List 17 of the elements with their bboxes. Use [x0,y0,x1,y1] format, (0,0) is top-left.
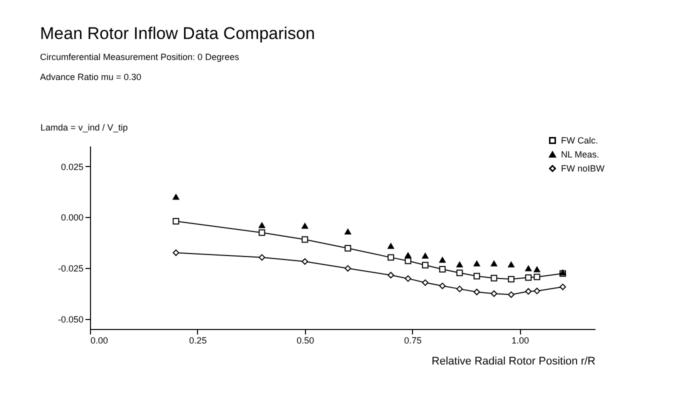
y-tick-label: 0.000 [60,212,84,223]
y-tick-label: 0.025 [60,162,84,172]
legend-label: NL Meas. [561,150,600,160]
y-tick-label: -0.025 [58,264,84,274]
x-tick-label: 0.00 [90,336,108,346]
x-tick-label: 1.00 [512,336,530,346]
y-axis-title: Lamda = v_ind / V_tip [40,122,128,132]
x-axis-title: Relative Radial Rotor Position r/R [432,356,596,368]
y-tick-label: -0.050 [58,314,84,324]
x-tick-label: 0.25 [189,336,207,346]
chart-title: Mean Rotor Inflow Data Comparison [40,24,315,43]
text: Circumferential Measurement Position: 0 Degrees [40,52,240,62]
x-tick-label: 0.75 [404,336,422,346]
legend-label: FW noIBW [561,164,606,174]
x-tick-label: 0.50 [296,336,314,346]
text: Advance Ratio mu = 0.30 [40,72,142,82]
legend-label: FW Calc. [561,136,598,146]
